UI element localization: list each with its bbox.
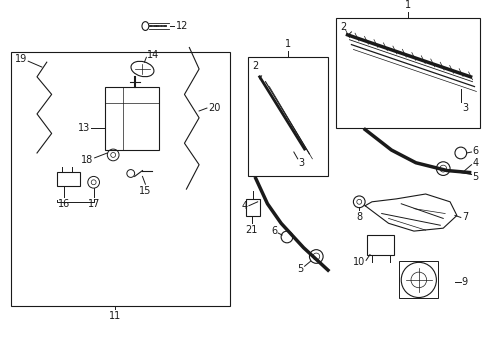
Text: 17: 17 xyxy=(87,199,100,209)
Bar xyxy=(336,18,480,127)
Bar xyxy=(56,171,80,186)
Text: 8: 8 xyxy=(356,212,362,221)
Text: 21: 21 xyxy=(245,225,258,235)
Text: 14: 14 xyxy=(147,50,160,60)
Text: 4: 4 xyxy=(242,201,248,211)
Text: 11: 11 xyxy=(109,311,121,321)
Text: 7: 7 xyxy=(462,212,468,222)
Text: 2: 2 xyxy=(252,61,258,71)
Bar xyxy=(246,199,260,216)
Text: 6: 6 xyxy=(472,146,479,156)
Bar xyxy=(367,235,394,255)
Text: 5: 5 xyxy=(297,264,304,274)
Text: 13: 13 xyxy=(77,123,90,132)
Text: 6: 6 xyxy=(271,226,277,236)
Bar xyxy=(105,86,159,150)
Text: 18: 18 xyxy=(81,155,94,165)
Text: 3: 3 xyxy=(299,158,305,168)
Text: 9: 9 xyxy=(462,277,468,287)
Text: 4: 4 xyxy=(472,158,479,168)
Text: 20: 20 xyxy=(208,103,220,113)
Text: 16: 16 xyxy=(58,199,71,209)
Text: 1: 1 xyxy=(405,0,411,10)
Text: 3: 3 xyxy=(463,103,469,113)
Text: 2: 2 xyxy=(341,22,347,32)
Text: 12: 12 xyxy=(176,21,188,31)
Bar xyxy=(11,53,230,306)
Text: 5: 5 xyxy=(472,172,479,183)
Text: 19: 19 xyxy=(15,54,27,64)
Bar xyxy=(399,261,439,298)
Bar xyxy=(248,57,328,176)
Text: 15: 15 xyxy=(139,186,151,196)
Text: 1: 1 xyxy=(285,40,291,49)
Text: 10: 10 xyxy=(353,257,365,267)
